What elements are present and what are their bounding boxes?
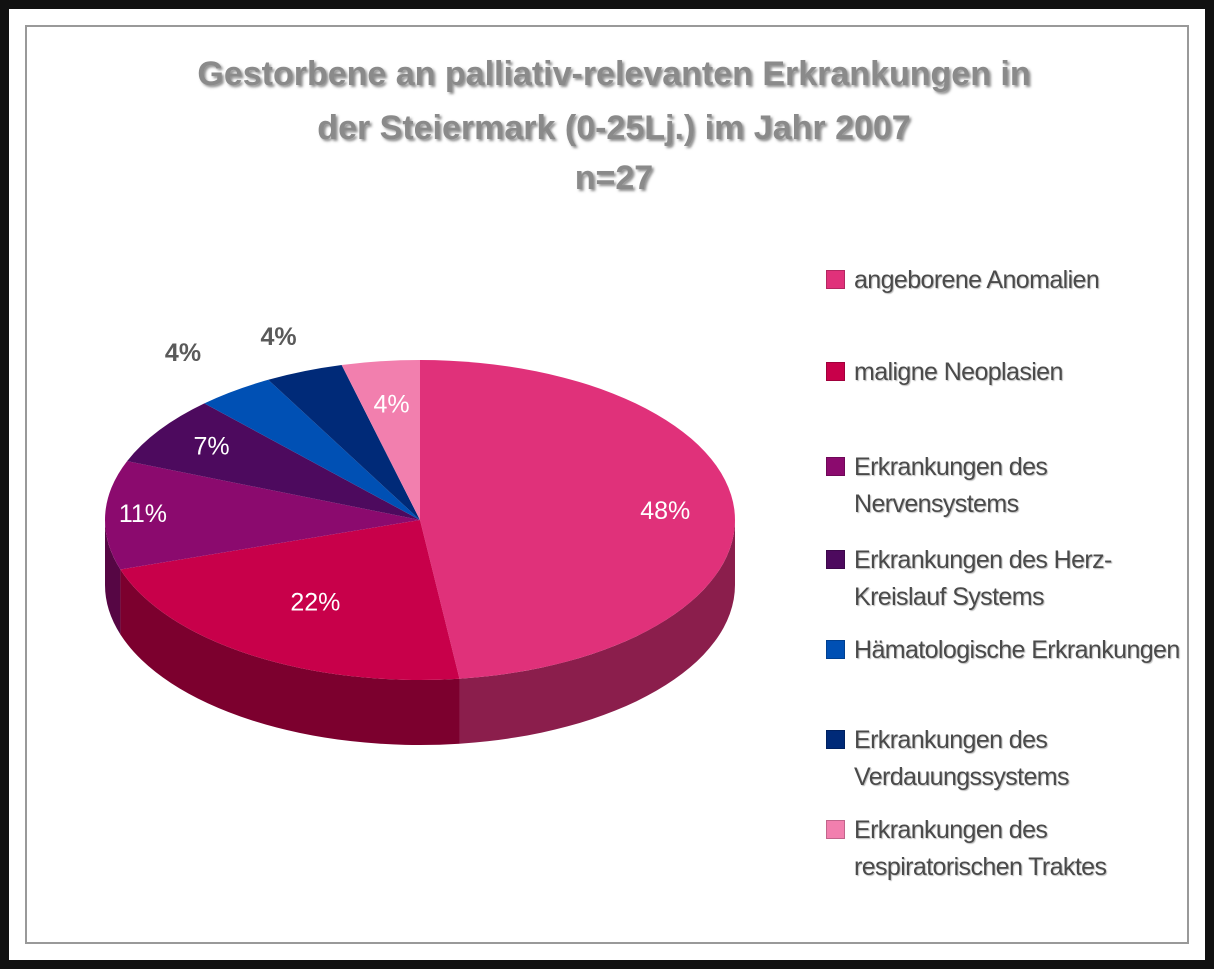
legend-label: Erkrankungen des Verdauungssystems: [854, 726, 1070, 791]
slice: [204, 379, 420, 520]
slice-label: 22%: [290, 588, 340, 616]
slice: [104, 461, 420, 570]
legend-swatch: [826, 820, 845, 839]
legend-label: maligne Neoplasien: [854, 358, 1063, 386]
legend-item: maligne Neoplasien: [826, 354, 1184, 391]
slice-label: 4%: [374, 390, 410, 418]
slice-label: 4%: [165, 339, 201, 367]
slice-label: 11%: [119, 500, 167, 528]
slice: [341, 360, 420, 520]
slice: [120, 520, 460, 680]
legend-swatch: [826, 640, 845, 659]
slice-side: [105, 520, 121, 635]
legend-label: angeborene Anomalien: [854, 266, 1100, 294]
legend-item: Erkrankungen des respiratorischen Trakte…: [826, 812, 1184, 886]
slice: [268, 365, 420, 520]
legend-label: Erkrankungen des Herz-Kreislauf Systems: [854, 546, 1112, 611]
legend-swatch: [826, 730, 845, 749]
legend-item: angeborene Anomalien: [826, 262, 1184, 299]
pie-sides: [105, 520, 735, 745]
slice-label: 4%: [260, 323, 296, 351]
slice: [420, 360, 735, 679]
chart-title: Gestorbene an palliativ-relevanten Erkra…: [197, 55, 1030, 93]
slice-label: 7%: [194, 433, 230, 461]
legend-item: Erkrankungen des Herz-Kreislauf Systems: [826, 542, 1184, 616]
legend-item: Erkrankungen des Nervensystems: [826, 449, 1184, 523]
legend-item: Hämatologische Erkrankungen: [826, 632, 1184, 669]
legend-label: Erkrankungen des respiratorischen Trakte…: [854, 816, 1107, 881]
legend-label: Hämatologische Erkrankungen: [854, 636, 1180, 664]
frame-inner: [25, 25, 1189, 944]
slice-side: [120, 569, 460, 745]
slice-label: 48%: [640, 497, 690, 525]
chart-title: n=27: [575, 159, 653, 197]
legend-swatch: [826, 457, 845, 476]
legend-swatch: [826, 550, 845, 569]
legend-swatch: [826, 362, 845, 381]
legend-label: Erkrankungen des Nervensystems: [854, 453, 1048, 518]
legend-item: Erkrankungen des Verdauungssystems: [826, 722, 1184, 796]
chart-title: der Steiermark (0-25Lj.) im Jahr 2007: [317, 109, 910, 147]
pie-tops: [104, 360, 735, 680]
slice-side: [459, 520, 735, 744]
slice: [127, 403, 420, 520]
legend-swatch: [826, 270, 845, 289]
